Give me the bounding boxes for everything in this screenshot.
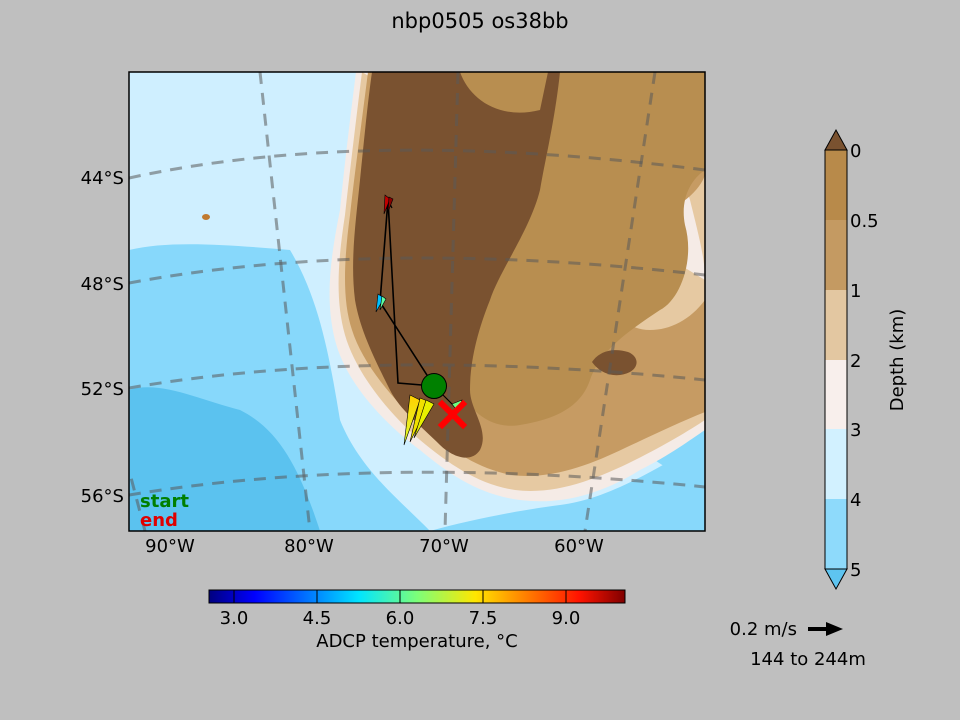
temp-tick: 9.0: [552, 608, 581, 629]
figure-title: nbp0505 os38bb: [391, 9, 568, 33]
depth-tick: 1: [850, 281, 861, 302]
legend-start: start: [140, 491, 189, 512]
depth-band: [825, 360, 847, 429]
graticule: [129, 72, 705, 531]
depth-tick: 5: [850, 560, 861, 581]
end-marker: [437, 399, 468, 430]
depth-tick: 2: [850, 351, 861, 372]
depth-band: [825, 499, 847, 569]
lon-label: 90°W: [145, 536, 195, 557]
depth-colorbar: 0 0.5 1 2 3 4 5 Depth (km): [824, 128, 908, 591]
lat-label: 48°S: [81, 274, 124, 295]
lon-label: 70°W: [419, 536, 469, 557]
lon-label: 80°W: [284, 536, 334, 557]
map-frame: [128, 71, 706, 532]
temp-colorbar: 3.0 4.5 6.0 7.5 9.0 ADCP temperature, °C: [208, 589, 626, 652]
vector-key-speed: 0.2 m/s: [730, 619, 797, 640]
depth-tick: 3: [850, 420, 861, 441]
depth-extend-top: [824, 128, 848, 151]
vector-key-depth-range: 144 to 244m: [750, 649, 866, 670]
map-panel: start end: [129, 72, 705, 531]
falkland-islands: [592, 350, 637, 376]
vector-key: 0.2 m/s 144 to 244m: [730, 619, 866, 670]
lon-labels: 90°W 80°W 70°W 60°W: [145, 536, 604, 557]
temp-colorbar-gradient: [208, 589, 626, 604]
lat-label: 56°S: [81, 486, 124, 507]
seamount: [202, 214, 210, 220]
land-high: [353, 72, 560, 458]
legend-end: end: [140, 510, 178, 531]
temp-tick: 4.5: [303, 608, 332, 629]
depth-band: [825, 150, 847, 220]
depth-extend-bottom: [824, 568, 848, 591]
vector-key-arrow-icon: [808, 622, 843, 636]
depth-tick: 0.5: [850, 211, 879, 232]
temp-tick: 7.5: [469, 608, 498, 629]
temp-tick: 3.0: [220, 608, 249, 629]
temp-colorbar-label: ADCP temperature, °C: [316, 631, 517, 652]
temp-tick: 6.0: [386, 608, 415, 629]
depth-colorbar-frame: [824, 149, 848, 570]
depth-band: [825, 220, 847, 290]
depth-colorbar-label: Depth (km): [887, 309, 908, 412]
depth-band: [825, 429, 847, 499]
lat-label: 44°S: [81, 168, 124, 189]
start-marker: [421, 373, 447, 399]
lat-labels: 44°S 48°S 52°S 56°S: [81, 168, 124, 507]
lon-label: 60°W: [554, 536, 604, 557]
depth-band: [825, 290, 847, 360]
depth-tick: 0: [850, 141, 861, 162]
ocean-abyss-south: [430, 440, 705, 531]
ocean-abyss-west-deep: [129, 387, 320, 531]
adcp-vectors: [375, 194, 463, 446]
lat-label: 52°S: [81, 379, 124, 400]
depth-tick: 4: [850, 490, 861, 511]
